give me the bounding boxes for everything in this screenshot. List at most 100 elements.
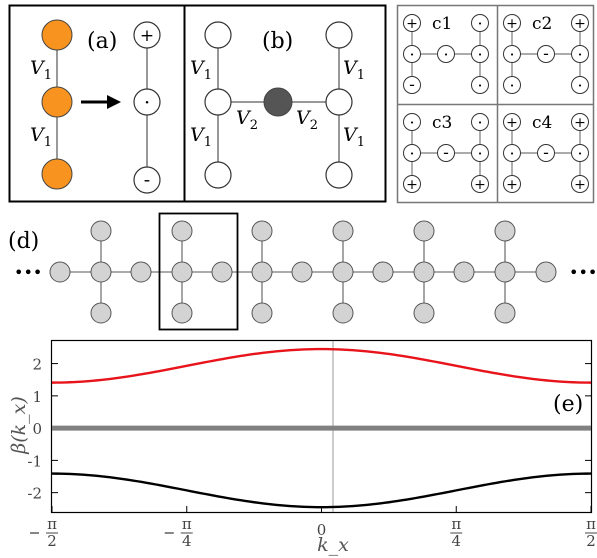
y-tick-label: 0	[32, 420, 42, 438]
cell-sign-dot: ·	[577, 76, 582, 95]
cell-sign-dot: ·	[509, 144, 514, 163]
cell-sign-plus: +	[506, 16, 518, 32]
panel-e-label: (e)	[553, 392, 583, 417]
lattice-site	[291, 261, 313, 283]
b-site-right-bottom	[325, 161, 353, 189]
cell-site	[403, 45, 421, 63]
mode-sign-minus: -	[144, 169, 150, 191]
cell-sign-plus: +	[406, 16, 418, 32]
lattice-site	[49, 261, 71, 283]
ellipsis-right: •••	[569, 263, 597, 282]
coupling-v1-label-a2: V1	[30, 124, 52, 150]
b-site-left-bottom	[204, 161, 232, 189]
lattice-site	[494, 302, 516, 324]
cell-site	[403, 113, 421, 131]
lattice-site	[535, 261, 557, 283]
cell-site	[471, 45, 489, 63]
arrow-head-icon	[107, 95, 121, 109]
cell-site	[537, 144, 555, 162]
cell-site	[403, 14, 421, 32]
cell-site	[471, 144, 489, 162]
mode-site-plus	[133, 21, 161, 49]
cell-site	[403, 144, 421, 162]
upper-band-line	[51, 347, 592, 384]
config-label: c2	[532, 14, 552, 34]
cell-site	[571, 45, 589, 63]
lattice-site	[90, 302, 112, 324]
cell-site	[571, 113, 589, 131]
panel-b-label: (b)	[262, 29, 293, 54]
lattice-site	[211, 261, 233, 283]
lattice-site	[90, 220, 112, 242]
cell-sign-dot: ·	[577, 45, 582, 64]
b-site-left-mid	[204, 88, 232, 116]
lattice-site	[413, 302, 435, 324]
cell-site	[471, 14, 489, 32]
cell-sign-dot: ·	[477, 113, 482, 132]
config-label: c1	[432, 14, 452, 34]
cell-site	[571, 14, 589, 32]
cell-site	[471, 175, 489, 193]
lattice-site	[251, 220, 273, 242]
panel-a-label: (a)	[87, 29, 117, 54]
ellipsis-left: •••	[14, 263, 42, 282]
cell-site	[437, 45, 455, 63]
cell-sign-plus: +	[506, 177, 518, 193]
b-site-right-mid	[325, 88, 353, 116]
lower-band-line	[51, 472, 592, 509]
unit-cell-box	[158, 212, 239, 331]
x-tick-label: 2	[47, 532, 57, 550]
y-tick-label: 2	[32, 356, 42, 374]
x-tick-label: π	[586, 515, 596, 533]
y-tick-label: -2	[27, 485, 42, 503]
panel-d-label: (d)	[8, 229, 39, 254]
lattice-site	[171, 302, 193, 324]
cell-site	[571, 175, 589, 193]
cell-sign-minus: -	[543, 44, 549, 64]
lattice-site	[494, 220, 516, 242]
plot-frame	[50, 339, 593, 514]
mode-site-dot	[133, 88, 161, 116]
cell-sign-dot: ·	[477, 45, 482, 64]
cell-site	[571, 76, 589, 94]
cell-sign-minus: -	[443, 143, 449, 163]
x-tick-label: 0	[317, 521, 327, 539]
lattice-site	[251, 261, 273, 283]
cell-site	[571, 144, 589, 162]
cell-site	[471, 76, 489, 94]
lattice-site	[171, 220, 193, 242]
y-tick-label: -1	[27, 452, 42, 470]
cell-site	[503, 76, 521, 94]
cell-sign-plus: +	[506, 115, 518, 131]
lattice-site	[90, 261, 112, 283]
y-axis-label: β(k_x)	[8, 396, 30, 455]
lattice-site	[494, 261, 516, 283]
cell-sign-plus: +	[474, 177, 486, 193]
b-site-right-top	[325, 21, 353, 49]
x-tick-label: 4	[182, 532, 192, 550]
lattice-site	[332, 302, 354, 324]
mode-site-minus	[133, 166, 161, 194]
cell-site	[403, 175, 421, 193]
lattice-site	[372, 261, 394, 283]
lattice-site	[332, 261, 354, 283]
config-label: c3	[432, 113, 452, 133]
orange-site-middle	[41, 86, 73, 118]
cell-site	[503, 113, 521, 131]
cell-sign-dot: ·	[443, 45, 448, 64]
cell-sign-dot: ·	[409, 45, 414, 64]
lattice-site	[332, 220, 354, 242]
cell-site	[437, 144, 455, 162]
coupling-v2-label-right: V2	[296, 107, 318, 133]
b-dark-site	[263, 87, 293, 117]
orange-site-top	[41, 19, 73, 51]
cell-site	[537, 45, 555, 63]
cell-sign-dot: ·	[477, 144, 482, 163]
lattice-site	[130, 261, 152, 283]
cell-site	[503, 144, 521, 162]
cell-sign-minus: -	[409, 75, 415, 95]
configuration-cells: + · · · · - · c1 + + · - · · · c2 · · · - · + + c3 + + · - · + + c4	[403, 14, 589, 193]
cell-sign-dot: ·	[477, 14, 482, 33]
x-tick-label: π	[451, 515, 461, 533]
